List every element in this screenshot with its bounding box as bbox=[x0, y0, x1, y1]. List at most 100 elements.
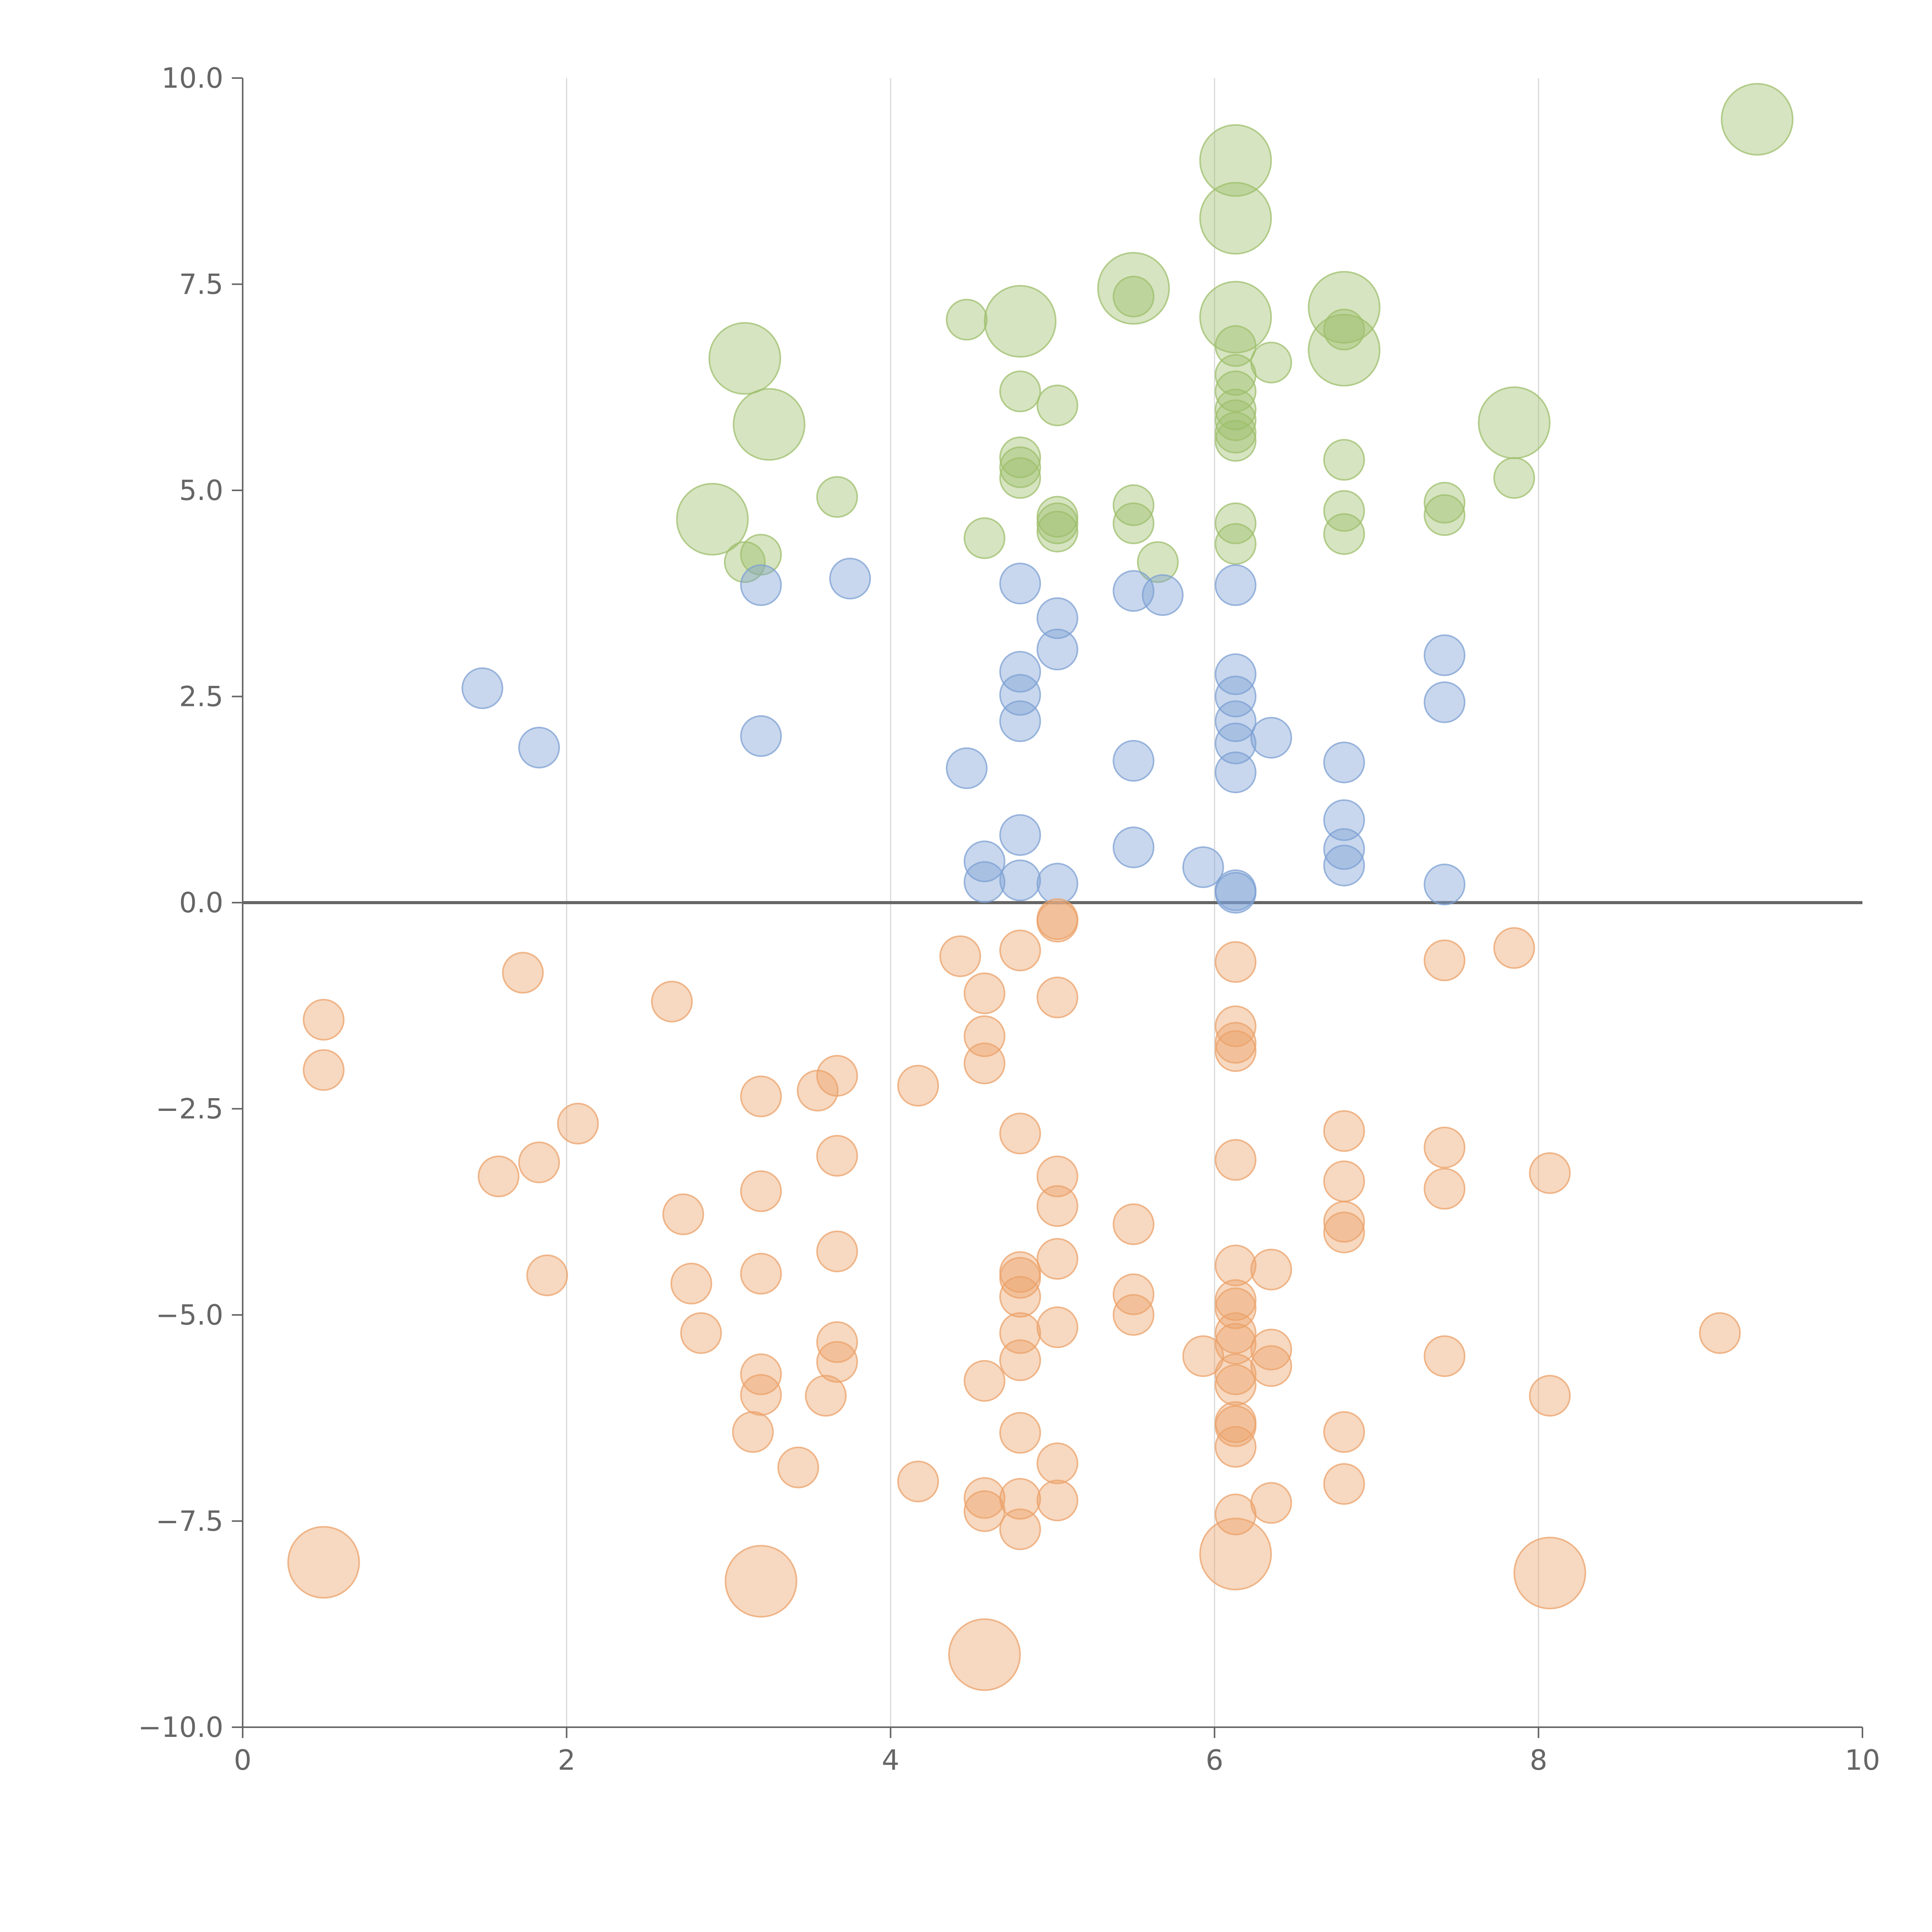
data-point bbox=[1112, 502, 1155, 544]
data-point bbox=[1214, 354, 1257, 396]
data-point bbox=[1214, 1312, 1257, 1354]
data-point bbox=[1323, 742, 1365, 784]
data-point bbox=[670, 1262, 713, 1304]
data-point bbox=[1137, 541, 1179, 583]
data-point bbox=[1699, 1312, 1741, 1354]
points-layer bbox=[287, 83, 1794, 1691]
data-point bbox=[1214, 420, 1257, 462]
data-point bbox=[1423, 864, 1466, 906]
data-point bbox=[1214, 941, 1257, 983]
data-point bbox=[1036, 384, 1078, 427]
data-point bbox=[999, 1257, 1041, 1299]
y-tick-label: 5.0 bbox=[179, 474, 223, 507]
data-point bbox=[1112, 276, 1155, 318]
data-point bbox=[999, 929, 1041, 971]
data-point bbox=[303, 999, 345, 1041]
data-point bbox=[1250, 1248, 1292, 1291]
data-point bbox=[1112, 1294, 1155, 1336]
y-tick-label: −5.0 bbox=[156, 1299, 223, 1331]
data-point bbox=[816, 1230, 858, 1272]
data-point bbox=[1036, 1185, 1078, 1227]
data-point bbox=[1036, 1306, 1078, 1349]
data-point bbox=[1214, 1493, 1257, 1536]
data-point bbox=[999, 1251, 1041, 1293]
data-point bbox=[1214, 1005, 1257, 1048]
data-point bbox=[1036, 862, 1078, 905]
data-point bbox=[1323, 1110, 1365, 1152]
x-tick-label: 4 bbox=[882, 1744, 900, 1776]
data-point bbox=[1112, 827, 1155, 869]
x-tick-label: 10 bbox=[1845, 1744, 1880, 1776]
data-point bbox=[1036, 628, 1078, 670]
data-point bbox=[829, 558, 871, 600]
data-point bbox=[1214, 1353, 1257, 1395]
data-point bbox=[999, 674, 1041, 716]
data-point bbox=[676, 483, 749, 556]
data-point bbox=[805, 1375, 847, 1417]
data-point bbox=[740, 564, 782, 606]
y-tick-label: −10.0 bbox=[138, 1711, 223, 1743]
data-point bbox=[1513, 1536, 1586, 1609]
data-point bbox=[1323, 1211, 1365, 1253]
data-point bbox=[1199, 281, 1272, 354]
data-point bbox=[732, 1411, 774, 1453]
data-point bbox=[740, 715, 782, 757]
data-point bbox=[708, 322, 781, 395]
data-point bbox=[1214, 564, 1257, 606]
data-point bbox=[518, 1141, 560, 1184]
data-point bbox=[816, 476, 858, 518]
data-point bbox=[1214, 325, 1257, 367]
data-point bbox=[1250, 342, 1292, 384]
data-point bbox=[1036, 901, 1078, 943]
y-tick-label: −2.5 bbox=[156, 1093, 223, 1125]
data-point bbox=[1423, 1126, 1466, 1168]
data-point bbox=[1182, 846, 1224, 888]
data-point bbox=[1199, 182, 1272, 255]
data-point bbox=[797, 1070, 839, 1112]
data-point bbox=[724, 541, 766, 583]
data-point bbox=[1214, 523, 1257, 565]
data-point bbox=[948, 1618, 1021, 1691]
data-point bbox=[963, 1490, 1005, 1532]
data-point bbox=[1423, 681, 1466, 723]
data-point bbox=[1423, 494, 1466, 536]
data-point bbox=[939, 935, 981, 977]
data-point bbox=[461, 667, 503, 709]
data-point bbox=[1214, 1287, 1257, 1329]
y-tick-label: 0.0 bbox=[179, 886, 223, 919]
data-point bbox=[1214, 1139, 1257, 1181]
data-point bbox=[1036, 510, 1078, 553]
data-point bbox=[733, 388, 806, 461]
data-point bbox=[984, 285, 1057, 358]
data-point bbox=[999, 651, 1041, 693]
data-point bbox=[999, 814, 1041, 856]
data-point bbox=[1529, 1375, 1571, 1417]
data-point bbox=[999, 1339, 1041, 1381]
data-point bbox=[816, 1341, 858, 1383]
data-point bbox=[1323, 828, 1365, 870]
data-point bbox=[1182, 1335, 1224, 1377]
data-point bbox=[1478, 386, 1551, 459]
data-point bbox=[1493, 457, 1535, 499]
data-point bbox=[897, 1461, 939, 1503]
data-point bbox=[1214, 653, 1257, 695]
data-point bbox=[1308, 271, 1381, 344]
data-point bbox=[1423, 1168, 1466, 1210]
data-point bbox=[963, 861, 1005, 903]
data-point bbox=[1323, 1201, 1365, 1243]
data-point bbox=[1214, 1244, 1257, 1286]
data-point bbox=[740, 1374, 782, 1416]
data-point bbox=[1036, 502, 1078, 544]
data-point bbox=[999, 700, 1041, 742]
data-point bbox=[1250, 1345, 1292, 1387]
data-point bbox=[999, 457, 1041, 499]
data-point bbox=[1214, 1323, 1257, 1365]
data-point bbox=[999, 370, 1041, 412]
data-point bbox=[1214, 1426, 1257, 1468]
data-point bbox=[1214, 370, 1257, 412]
data-point bbox=[1142, 574, 1184, 616]
data-point bbox=[1214, 1279, 1257, 1321]
data-point bbox=[1323, 1463, 1365, 1505]
data-point bbox=[1214, 1030, 1257, 1072]
